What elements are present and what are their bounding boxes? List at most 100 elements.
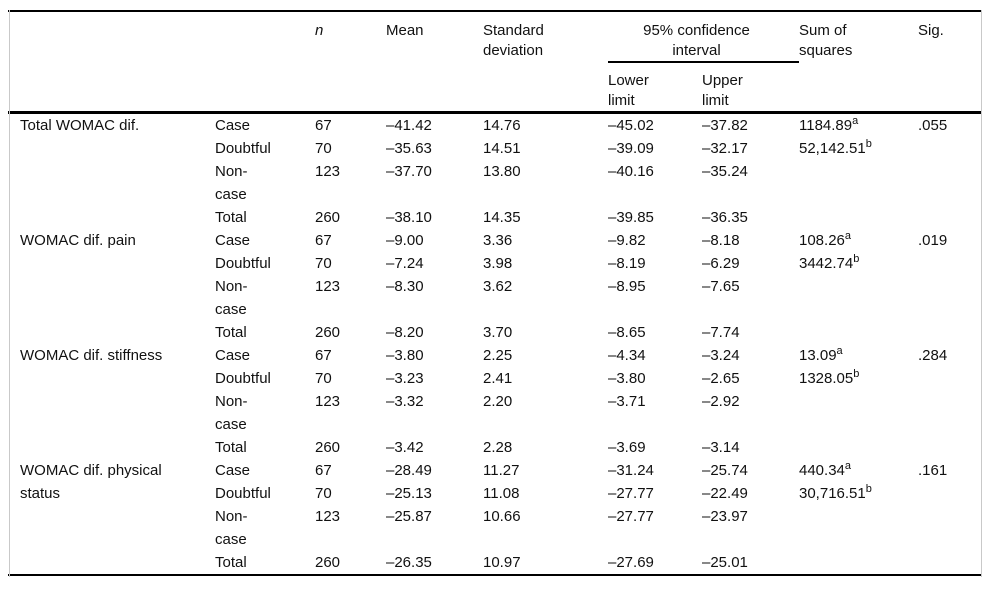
cell-sum-of-squares xyxy=(799,275,918,321)
cell-mean: –3.32 xyxy=(386,393,424,410)
cell-mean: –3.23 xyxy=(386,370,424,387)
cell-sig xyxy=(918,321,982,344)
table-row: Total 260 –26.35 10.97 –27.69 –25.01 xyxy=(8,551,982,575)
cell-sd: 2.41 xyxy=(483,370,513,387)
col-header-upper-limit: Upper limit xyxy=(702,72,743,109)
table-header: n Mean Standard deviation 95% confidence… xyxy=(8,11,982,113)
table-row: Non- case 123 –8.30 3.62 –8.95 –7.65 xyxy=(8,275,982,321)
outcome-label-cell: Total WOMAC dif. xyxy=(8,113,215,230)
cell-lower: –27.69 xyxy=(608,554,654,571)
footnote-marker: a xyxy=(844,460,852,472)
cell-sd: 11.27 xyxy=(483,462,520,479)
cell-sum-of-squares: 30,716.51b xyxy=(799,483,872,503)
table-row: Total 260 –38.10 14.35 –39.85 –36.35 xyxy=(8,206,982,229)
col-header-group-empty xyxy=(215,11,315,113)
cell-sig xyxy=(918,160,982,206)
cell-group: Total xyxy=(215,324,247,341)
cell-sum-of-squares xyxy=(799,321,918,344)
cell-sum-of-squares: 108.26a xyxy=(799,230,852,250)
outcome-label: Total WOMAC dif. xyxy=(20,117,140,134)
footnote-marker: b xyxy=(865,483,872,495)
cell-n: 260 xyxy=(315,324,341,341)
cell-lower: –27.77 xyxy=(608,508,654,525)
cell-upper: –7.65 xyxy=(702,278,740,295)
table-right-edge-line xyxy=(981,10,982,577)
cell-group: Total xyxy=(215,439,247,456)
cell-n: 70 xyxy=(315,255,332,272)
cell-sum-of-squares xyxy=(799,160,918,206)
cell-mean: –3.80 xyxy=(386,347,424,364)
cell-lower: –40.16 xyxy=(608,163,654,180)
cell-upper: –25.74 xyxy=(702,462,748,479)
table-row: WOMAC dif. stiffness Case 67 –3.80 2.25 –4.34… xyxy=(8,344,982,367)
cell-sum-of-squares xyxy=(799,551,918,575)
table-row: Doubtful 70 –3.23 2.41 –3.80 –2.65 1328.05b xyxy=(8,367,982,390)
footnote-marker: b xyxy=(853,253,860,265)
cell-upper: –2.65 xyxy=(702,370,740,387)
cell-n: 123 xyxy=(315,163,341,180)
cell-n: 67 xyxy=(315,462,332,479)
cell-n: 260 xyxy=(315,439,341,456)
cell-lower: –45.02 xyxy=(608,117,654,134)
cell-n: 260 xyxy=(315,209,341,226)
cell-mean: –8.20 xyxy=(386,324,424,341)
cell-sig xyxy=(918,551,982,575)
outcome-label-cell: WOMAC dif. stiffness xyxy=(8,344,215,459)
cell-lower: –9.82 xyxy=(608,232,646,249)
cell-sd: 3.70 xyxy=(483,324,513,341)
cell-upper: –8.18 xyxy=(702,232,740,249)
cell-sum-of-squares: 1328.05b xyxy=(799,368,860,388)
cell-lower: –39.09 xyxy=(608,140,654,157)
cell-upper: –37.82 xyxy=(702,117,748,134)
col-header-sd: Standard deviation xyxy=(483,22,544,59)
cell-mean: –37.70 xyxy=(386,163,432,180)
cell-group: Total xyxy=(215,554,247,571)
cell-sig xyxy=(918,252,982,275)
table-row: Non- case 123 –25.87 10.66 –27.77 –23.97 xyxy=(8,505,982,551)
cell-mean: –3.42 xyxy=(386,439,424,456)
cell-sig xyxy=(918,482,982,505)
cell-sd: 3.36 xyxy=(483,232,513,249)
outcome-label: WOMAC dif. stiffness xyxy=(20,347,163,364)
cell-lower: –8.19 xyxy=(608,255,646,272)
cell-n: 123 xyxy=(315,393,341,410)
cell-upper: –35.24 xyxy=(702,163,748,180)
cell-lower: –3.80 xyxy=(608,370,646,387)
cell-lower: –31.24 xyxy=(608,462,654,479)
cell-lower: –8.95 xyxy=(608,278,646,295)
footnote-marker: b xyxy=(865,138,872,150)
cell-sd: 10.97 xyxy=(483,554,521,571)
table-row: Doubtful 70 –35.63 14.51 –39.09 –32.17 52,142.… xyxy=(8,137,982,160)
cell-mean: –35.63 xyxy=(386,140,432,157)
cell-group: Non- case xyxy=(215,393,248,433)
cell-sd: 2.25 xyxy=(483,347,513,364)
col-header-sig: Sig. xyxy=(918,22,944,39)
cell-mean: –38.10 xyxy=(386,209,432,226)
table-row: Total 260 –8.20 3.70 –8.65 –7.74 xyxy=(8,321,982,344)
cell-group: Non- case xyxy=(215,508,248,548)
cell-sd: 2.20 xyxy=(483,393,513,410)
cell-sum-of-squares: 13.09a xyxy=(799,345,843,365)
col-header-n: n xyxy=(315,22,324,39)
cell-upper: –3.14 xyxy=(702,439,740,456)
cell-n: 67 xyxy=(315,347,332,364)
cell-sig xyxy=(918,137,982,160)
outcome-label-cell: WOMAC dif. pain xyxy=(8,229,215,344)
cell-sig xyxy=(918,505,982,551)
cell-n: 123 xyxy=(315,278,341,295)
cell-upper: –23.97 xyxy=(702,508,748,525)
cell-sum-of-squares: 440.34a xyxy=(799,460,852,480)
cell-upper: –22.49 xyxy=(702,485,748,502)
cell-sig: .055 xyxy=(918,117,948,134)
table-row: Doubtful 70 –25.13 11.08 –27.77 –22.49 30,716.… xyxy=(8,482,982,505)
cell-sd: 14.51 xyxy=(483,140,521,157)
cell-n: 70 xyxy=(315,140,332,157)
cell-group: Non- case xyxy=(215,163,248,203)
cell-n: 70 xyxy=(315,485,332,502)
cell-sum-of-squares xyxy=(799,206,918,229)
table-row: Non- case 123 –3.32 2.20 –3.71 –2.92 xyxy=(8,390,982,436)
cell-lower: –39.85 xyxy=(608,209,654,226)
cell-upper: –6.29 xyxy=(702,255,740,272)
cell-sd: 14.35 xyxy=(483,209,521,226)
